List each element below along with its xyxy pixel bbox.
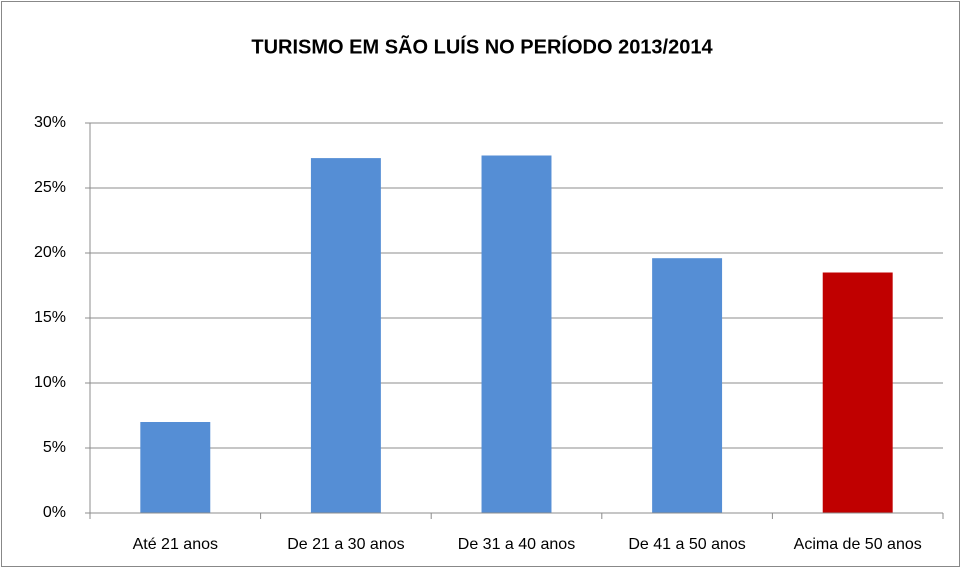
x-tick-label: De 31 a 40 anos [458, 536, 575, 553]
x-tick-label: Acima de 50 anos [794, 536, 922, 553]
y-tick-label: 0% [43, 504, 66, 521]
bar [481, 155, 552, 513]
x-tick-label: De 41 a 50 anos [628, 536, 745, 553]
y-tick-label: 10% [34, 374, 66, 391]
y-tick-label: 30% [34, 114, 66, 131]
bar [652, 258, 723, 513]
bar [822, 272, 893, 513]
x-tick-label: De 21 a 30 anos [287, 536, 404, 553]
bar [140, 422, 211, 513]
y-tick-label: 25% [34, 179, 66, 196]
y-tick-label: 5% [43, 439, 66, 456]
chart-title: TURISMO EM SÃO LUÍS NO PERÍODO 2013/2014 [251, 35, 713, 58]
y-tick-label: 15% [34, 309, 66, 326]
x-tick-label: Até 21 anos [133, 536, 218, 553]
bar [310, 158, 381, 513]
y-tick-label: 20% [34, 244, 66, 261]
